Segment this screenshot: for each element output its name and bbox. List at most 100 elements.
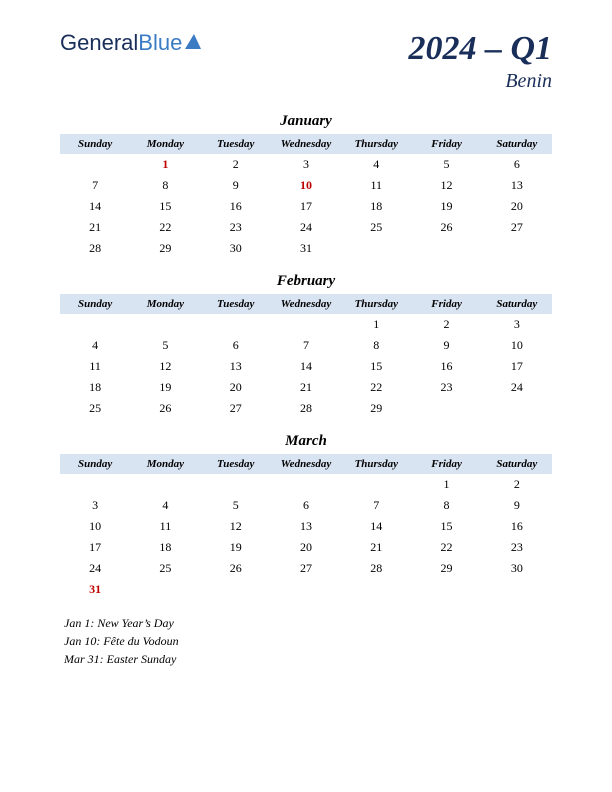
day-header: Friday: [411, 454, 481, 474]
day-header: Wednesday: [271, 294, 341, 314]
calendar-cell: 24: [60, 558, 130, 579]
calendar-cell: 1: [130, 154, 200, 175]
calendar-cell: 16: [411, 356, 481, 377]
calendar-cell: 15: [130, 196, 200, 217]
calendar-cell: [60, 154, 130, 175]
calendar-cell: 7: [271, 335, 341, 356]
calendars-container: January SundayMondayTuesdayWednesdayThurs…: [60, 113, 552, 600]
day-header: Thursday: [341, 294, 411, 314]
calendar-cell: [482, 238, 552, 259]
calendar-cell: 27: [201, 398, 271, 419]
calendar-cell: 25: [341, 217, 411, 238]
title-sub: Benin: [408, 70, 552, 93]
day-header: Friday: [411, 294, 481, 314]
calendar-cell: 9: [482, 495, 552, 516]
month-name: January: [60, 113, 552, 130]
calendar-cell: [130, 314, 200, 335]
calendar-cell: 28: [271, 398, 341, 419]
calendar-cell: [130, 474, 200, 495]
month-name: February: [60, 273, 552, 290]
day-header: Monday: [130, 454, 200, 474]
day-header: Thursday: [341, 134, 411, 154]
calendar-cell: 10: [271, 175, 341, 196]
calendar-table: SundayMondayTuesdayWednesdayThursdayFrid…: [60, 454, 552, 600]
calendar-cell: 8: [130, 175, 200, 196]
calendar-cell: 28: [341, 558, 411, 579]
calendar-cell: 23: [482, 537, 552, 558]
title-main: 2024 – Q1: [408, 30, 552, 68]
calendar-cell: 9: [411, 335, 481, 356]
calendar-cell: 31: [60, 579, 130, 600]
calendar-row: 3456789: [60, 495, 552, 516]
calendar-row: 123: [60, 314, 552, 335]
logo-text-general: General: [60, 30, 138, 56]
calendar-row: 21222324252627: [60, 217, 552, 238]
day-header: Wednesday: [271, 454, 341, 474]
calendar-cell: 15: [341, 356, 411, 377]
calendar-cell: 13: [271, 516, 341, 537]
calendar-cell: 23: [411, 377, 481, 398]
calendar-cell: 26: [130, 398, 200, 419]
calendar-cell: 23: [201, 217, 271, 238]
holidays-list: Jan 1: New Year’s DayJan 10: Fête du Vod…: [60, 614, 552, 668]
calendar-cell: 20: [201, 377, 271, 398]
calendar-row: 10111213141516: [60, 516, 552, 537]
calendar-cell: 2: [411, 314, 481, 335]
calendar-cell: 3: [60, 495, 130, 516]
calendar-cell: 14: [60, 196, 130, 217]
calendar-cell: 30: [201, 238, 271, 259]
calendar-cell: 13: [482, 175, 552, 196]
calendar-row: 31: [60, 579, 552, 600]
calendar-cell: [411, 238, 481, 259]
calendar-cell: 28: [60, 238, 130, 259]
calendar-cell: 22: [341, 377, 411, 398]
calendar-cell: [411, 579, 481, 600]
calendar-cell: 24: [271, 217, 341, 238]
calendar-table: SundayMondayTuesdayWednesdayThursdayFrid…: [60, 294, 552, 419]
calendar-cell: [271, 474, 341, 495]
calendar-cell: 20: [482, 196, 552, 217]
day-header: Sunday: [60, 134, 130, 154]
holiday-line: Jan 10: Fête du Vodoun: [64, 632, 552, 650]
calendar-cell: [60, 474, 130, 495]
calendar-cell: 24: [482, 377, 552, 398]
calendar-cell: 4: [130, 495, 200, 516]
calendar-cell: 27: [271, 558, 341, 579]
calendar-cell: 21: [341, 537, 411, 558]
calendar-cell: 26: [411, 217, 481, 238]
calendar-row: 78910111213: [60, 175, 552, 196]
header: GeneralBlue 2024 – Q1 Benin: [60, 30, 552, 93]
calendar-cell: 18: [60, 377, 130, 398]
calendar-cell: 5: [411, 154, 481, 175]
day-header: Friday: [411, 134, 481, 154]
month-block: MarchSundayMondayTuesdayWednesdayThursda…: [60, 433, 552, 600]
day-header: Monday: [130, 134, 200, 154]
calendar-cell: 6: [482, 154, 552, 175]
calendar-cell: 6: [271, 495, 341, 516]
calendar-cell: 16: [201, 196, 271, 217]
calendar-cell: 30: [482, 558, 552, 579]
calendar-cell: 12: [201, 516, 271, 537]
calendar-cell: [130, 579, 200, 600]
calendar-cell: 8: [411, 495, 481, 516]
calendar-row: 24252627282930: [60, 558, 552, 579]
calendar-row: 123456: [60, 154, 552, 175]
calendar-cell: 1: [411, 474, 481, 495]
calendar-cell: 29: [341, 398, 411, 419]
calendar-cell: [341, 474, 411, 495]
calendar-row: 11121314151617: [60, 356, 552, 377]
calendar-cell: 1: [341, 314, 411, 335]
calendar-row: 12: [60, 474, 552, 495]
calendar-cell: [411, 398, 481, 419]
logo: GeneralBlue: [60, 30, 202, 56]
day-header: Monday: [130, 294, 200, 314]
calendar-cell: [201, 474, 271, 495]
calendar-cell: 31: [271, 238, 341, 259]
calendar-cell: 12: [130, 356, 200, 377]
calendar-cell: 21: [60, 217, 130, 238]
month-block: February SundayMondayTuesdayWednesdayThur…: [60, 273, 552, 419]
calendar-cell: 25: [60, 398, 130, 419]
calendar-cell: 19: [201, 537, 271, 558]
calendar-cell: 17: [482, 356, 552, 377]
calendar-cell: [201, 579, 271, 600]
